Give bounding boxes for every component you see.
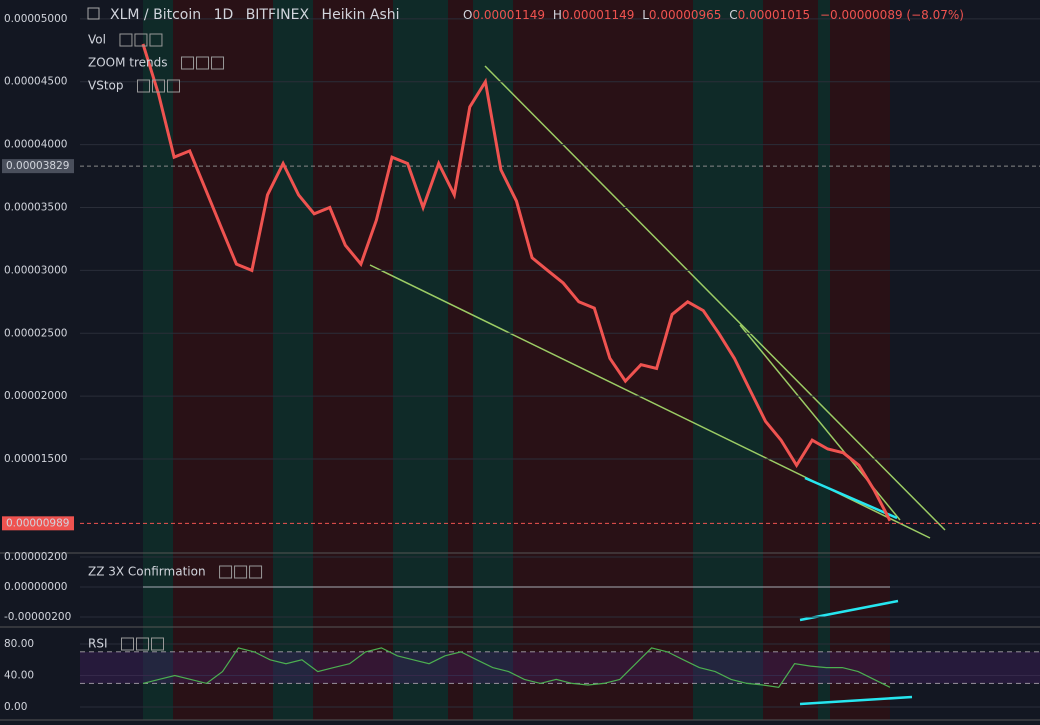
series-line [142, 647, 891, 688]
y-tick-label: 40.00 [4, 670, 34, 682]
divergence-line [804, 476, 898, 520]
y-tick-label: 0.00002000 [4, 390, 67, 402]
ohlc-key: H [553, 8, 562, 22]
y-tick-label: 0.00003000 [4, 264, 67, 276]
indicator-button[interactable] [196, 56, 210, 70]
indicator-button[interactable] [137, 79, 150, 93]
ohlc-value: 0.00001149 [562, 8, 635, 22]
y-tick-label: 0.00 [4, 701, 27, 713]
indicator-button[interactable] [149, 33, 163, 47]
plot-layer: 0.00005000 0.00004500 0.00004000 0.00003500… [2, 13, 1040, 713]
interval: 1D [214, 7, 234, 23]
indicator-label[interactable]: ZOOM trends [88, 56, 168, 70]
indicator-button[interactable] [249, 565, 263, 579]
ohlc-key: L [642, 8, 649, 22]
indicator-label[interactable]: RSI [88, 637, 108, 651]
series-line [141, 43, 892, 522]
indicator-label[interactable]: VStop [88, 79, 124, 93]
indicator-button[interactable] [219, 565, 233, 579]
change: −0.00000089 (−8.07%) [820, 8, 964, 22]
y-tick-label: 0.00000200 [4, 551, 67, 563]
ohlc-value: 0.00001149 [472, 8, 545, 22]
ohlc-key: O [463, 8, 472, 22]
indicator-button[interactable] [211, 56, 225, 70]
y-tick-label: 80.00 [4, 638, 34, 650]
exchange: BITFINEX [246, 7, 310, 23]
ohlc-value: 0.00000965 [649, 8, 722, 22]
indicator-button[interactable] [152, 79, 165, 93]
price-badge [2, 516, 74, 531]
y-tick-label: 0.00002500 [4, 327, 67, 339]
indicator-button[interactable] [234, 565, 248, 579]
trend-zones [143, 0, 890, 720]
collapse-icon[interactable] [87, 7, 100, 20]
y-tick-label: 0.00001500 [4, 453, 67, 465]
y-tick-label: 0.00004500 [4, 76, 67, 88]
y-tick-label: 0.00005000 [4, 13, 67, 25]
y-tick-label: 0.00000000 [4, 581, 67, 593]
symbol: XLM / Bitcoin [110, 7, 201, 23]
indicator-button[interactable] [167, 79, 180, 93]
trend-line [484, 65, 946, 531]
ohlc: O0.00001149 H0.00001149 L0.00000965 C0.0… [463, 8, 964, 22]
chart-style: Heikin Ashi [322, 7, 400, 23]
y-tick-label: 0.00003500 [4, 202, 67, 214]
chart-header: XLM / Bitcoin 1D BITFINEX Heikin Ashi [110, 7, 400, 23]
indicator-button[interactable] [136, 637, 149, 651]
indicator-button[interactable] [134, 33, 148, 47]
indicator-button[interactable] [119, 33, 133, 47]
ohlc-key: C [729, 8, 737, 22]
indicator-label[interactable]: ZZ 3X Confirmation [88, 565, 206, 579]
indicator-button[interactable] [121, 637, 134, 651]
band-fill [80, 651, 1040, 684]
ohlc-value: 0.00001015 [738, 8, 811, 22]
y-tick-label: -0.00000200 [4, 611, 71, 623]
y-tick-label: 0.00004000 [4, 139, 67, 151]
indicator-button[interactable] [181, 56, 195, 70]
divergence-line [799, 695, 913, 706]
indicator-button[interactable] [151, 637, 164, 651]
indicator-label[interactable]: Vol [88, 33, 106, 47]
price-label: 0.00003829 [6, 160, 69, 172]
price-label: 0.00000989 [6, 517, 69, 529]
price-badge [2, 159, 74, 174]
